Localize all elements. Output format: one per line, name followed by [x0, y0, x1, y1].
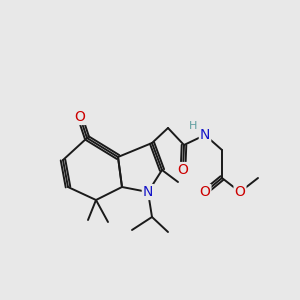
Text: N: N [143, 185, 153, 199]
Text: O: O [178, 163, 188, 177]
Text: O: O [75, 110, 86, 124]
Text: N: N [200, 128, 210, 142]
Text: O: O [200, 185, 210, 199]
Text: H: H [189, 121, 197, 131]
Text: O: O [235, 185, 245, 199]
